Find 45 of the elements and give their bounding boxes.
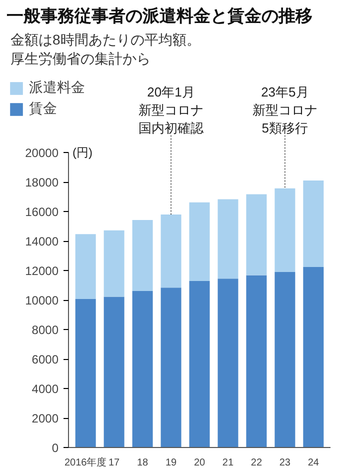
y-tick-label: 6000 [32,352,59,366]
legend-label: 派遣料金 [29,79,85,97]
x-tick-label: 17 [108,458,120,468]
x-tick-label: 2016年度 [64,456,107,468]
bar [218,278,238,448]
bar [75,234,96,299]
y-tick-label: 4000 [32,382,59,396]
y-tick-label: 18000 [25,176,59,190]
y-tick-label: 2000 [32,412,59,426]
bar [189,280,210,448]
legend-label: 賃金 [29,100,57,118]
bar [246,275,267,448]
y-tick-label: 20000 [25,146,59,160]
annotation: 23年5月新型コロナ5類移行 [252,84,318,136]
chart-title: 一般事務従事者の派遣料金と賃金の推移 [6,6,312,26]
chart-subtitle: 金額は8時間あたりの平均額。厚生労働省の集計から [10,32,200,67]
bar [189,202,210,281]
x-tick-label: 20 [194,458,206,468]
y-tick-label: 8000 [32,323,59,337]
y-axis-title: (円) [72,146,92,160]
x-tick-label: 22 [250,458,262,468]
y-tick-label: 10000 [25,294,59,308]
x-tick-label: 19 [165,458,178,468]
y-tick-label: 16000 [25,205,59,219]
bar [104,230,124,297]
bar [104,296,124,448]
bar [160,214,182,288]
x-tick-label: 24 [308,458,320,468]
bar [274,188,296,272]
y-tick-label: 0 [52,441,59,455]
bar [218,199,238,279]
bar [274,272,296,448]
y-tick-label: 14000 [25,234,59,248]
x-tick-label: 23 [279,458,291,468]
y-tick-label: 12000 [25,264,59,278]
bar [246,194,267,276]
annotation: 20年1月新型コロナ国内初確認 [138,84,204,136]
bar [303,180,324,267]
bar [132,220,153,292]
bar [160,288,182,448]
x-tick-label: 21 [222,458,234,468]
bar [132,291,153,448]
bar [75,298,96,448]
bar [303,266,324,448]
x-tick-label: 18 [136,458,149,468]
